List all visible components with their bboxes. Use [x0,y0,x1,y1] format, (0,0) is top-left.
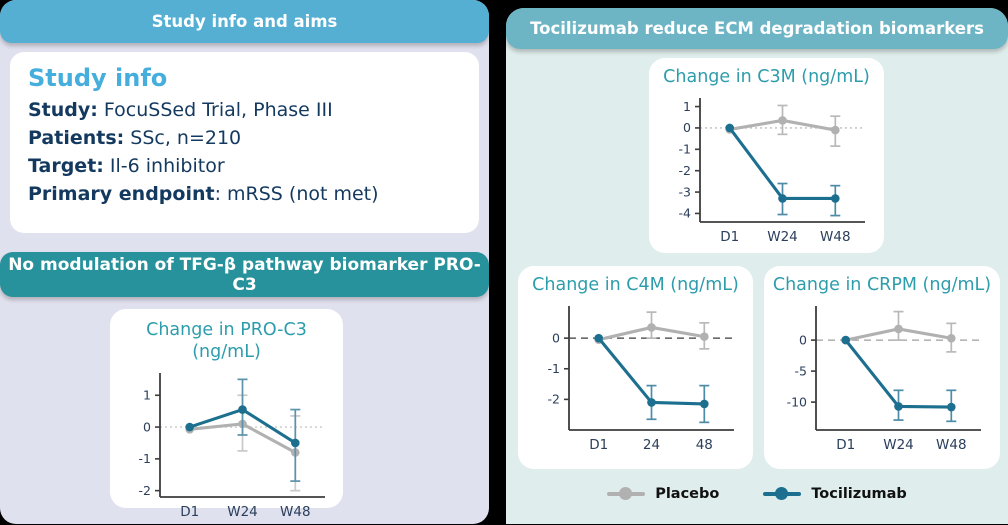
study-row-value: SSc, n=210 [124,127,242,149]
study-row-label: Target: [28,155,104,177]
chart-legend: Placebo Tocilizumab [506,486,1008,502]
svg-text:0: 0 [799,332,807,347]
crpm-chart-svg: 0 -5 -10 D1 W24 W48 [786,306,981,453]
study-row-value: : mRSS (not met) [214,183,379,205]
pro-c3-chart-svg: 1 0 -1 -2 D1 W24 W48 [139,373,325,520]
study-row: Study: FocuSSed Trial, Phase III [28,96,461,124]
legend-label-placebo: Placebo [655,486,720,502]
svg-text:24: 24 [643,437,660,453]
series-tocilizumab [594,333,710,424]
svg-text:W48: W48 [820,229,851,245]
crpm-chart-card: Change in CRPM (ng/mL) 0 -5 -10 D1 W24 W48 [764,266,1000,469]
study-info-card: Study info Study: FocuSSed Trial, Phase … [10,52,479,233]
right-panel: Tocilizumab reduce ECM degradation bioma… [506,8,1008,524]
study-row-label: Patients: [28,127,125,149]
svg-text:-2: -2 [679,163,691,178]
svg-text:D1: D1 [180,504,199,520]
study-row: Target: Il-6 inhibitor [28,152,461,180]
right-panel-header: Tocilizumab reduce ECM degradation bioma… [506,8,1008,49]
svg-text:W48: W48 [936,437,967,453]
study-row: Primary endpoint: mRSS (not met) [28,180,461,208]
svg-text:0: 0 [143,419,151,434]
svg-text:-4: -4 [679,206,692,221]
svg-text:1: 1 [143,387,151,402]
study-row-label: Primary endpoint [28,183,215,205]
svg-text:D1: D1 [589,437,608,453]
study-row-value: FocuSSed Trial, Phase III [97,99,333,121]
crpm-chart-title: Change in CRPM (ng/mL) [772,275,992,295]
svg-text:0: 0 [552,330,560,345]
study-info-heading: Study info [28,64,168,92]
svg-text:-1: -1 [679,142,691,157]
legend-label-tocilizumab: Tocilizumab [811,486,907,502]
c4m-chart: 0 -1 -2 D1 24 48 [518,300,753,458]
svg-text:D1: D1 [720,229,739,245]
biomarker-sub-header-title: No modulation of TFG-β pathway biomarker… [8,254,481,295]
c4m-chart-card: Change in C4M (ng/mL) 0 -1 -2 D1 24 48 [518,266,753,469]
series-tocilizumab [185,378,301,482]
pro-c3-chart: 1 0 -1 -2 D1 W24 W48 [110,367,343,525]
placebo-line-marker-icon [607,487,646,501]
svg-text:-3: -3 [679,184,691,199]
study-row-label: Study: [28,99,98,121]
svg-text:-10: -10 [786,394,806,409]
c4m-chart-title: Change in C4M (ng/mL) [532,275,739,295]
c4m-chart-svg: 0 -1 -2 D1 24 48 [548,306,734,453]
right-panel-header-title: Tocilizumab reduce ECM degradation bioma… [530,19,984,38]
series-tocilizumab [725,123,841,217]
c3m-chart-title: Change in C3M (ng/mL) [663,67,870,87]
svg-text:48: 48 [696,437,713,453]
pro-c3-chart-title: Change in PRO-C3 (ng/mL) [146,320,307,362]
pro-c3-chart-card: Change in PRO-C3 (ng/mL) 1 0 -1 -2 D1 W24 W48 [110,309,343,520]
svg-text:D1: D1 [836,437,855,453]
svg-text:W24: W24 [767,229,798,245]
placebo-dot-icon [619,487,633,501]
svg-text:-2: -2 [548,392,560,407]
svg-text:W48: W48 [280,504,311,520]
left-panel-header: Study info and aims [0,0,489,43]
c3m-chart-card: Change in C3M (ng/mL) 1 0 -1 -2 -3 -4 D1 W24 W48 [649,58,884,253]
svg-text:-5: -5 [794,363,806,378]
tocilizumab-dot-icon [775,487,789,501]
left-panel: Study info and aims Study info Study: Fo… [0,0,489,524]
biomarker-sub-header: No modulation of TFG-β pathway biomarker… [0,252,489,297]
study-row: Patients: SSc, n=210 [28,124,461,152]
svg-text:W24: W24 [883,437,914,453]
c3m-chart-svg: 1 0 -1 -2 -3 -4 D1 W24 W48 [679,98,865,245]
svg-text:W24: W24 [227,504,258,520]
crpm-chart: 0 -5 -10 D1 W24 W48 [764,300,1000,458]
series-placebo [840,310,956,353]
series-tocilizumab [840,335,956,423]
svg-text:-1: -1 [548,361,560,376]
legend-item-placebo: Placebo [607,486,719,502]
legend-item-tocilizumab: Tocilizumab [763,486,907,502]
svg-text:-1: -1 [139,451,151,466]
svg-text:1: 1 [683,99,691,114]
series-placebo [725,104,841,147]
svg-text:0: 0 [683,120,691,135]
series-placebo [594,311,710,350]
c3m-chart: 1 0 -1 -2 -3 -4 D1 W24 W48 [649,92,884,250]
left-panel-header-title: Study info and aims [151,12,338,31]
study-row-value: Il-6 inhibitor [103,155,225,177]
tocilizumab-line-marker-icon [763,487,802,501]
svg-text:-2: -2 [139,483,151,498]
